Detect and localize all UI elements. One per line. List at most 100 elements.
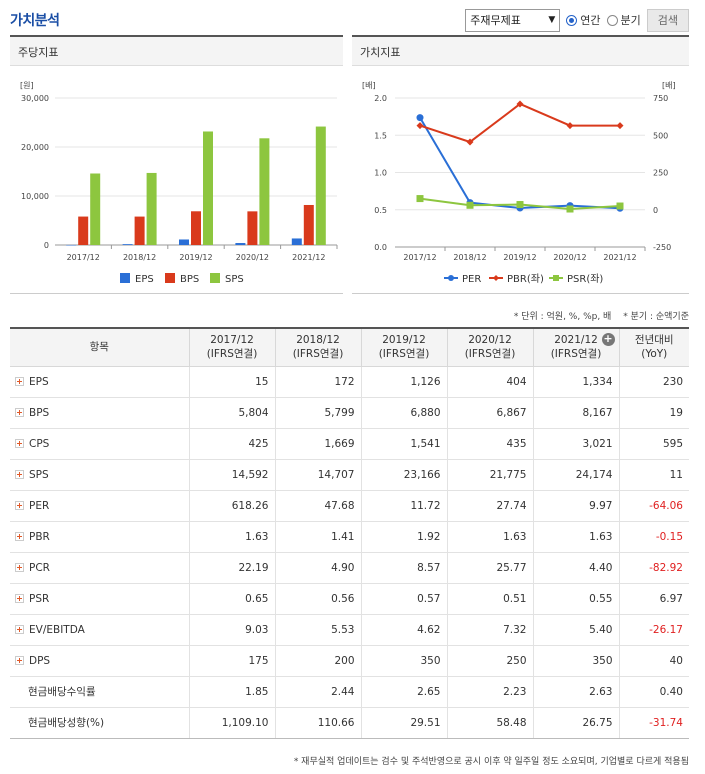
- value-cell: 425: [188, 427, 276, 460]
- header-line-2: (IFRS연결): [292, 348, 344, 361]
- bar-sps[interactable]: [259, 138, 270, 245]
- bar-bps[interactable]: [191, 211, 201, 245]
- point-psr[interactable]: [516, 201, 524, 209]
- yoy-cell: -64.06: [618, 489, 689, 522]
- value-cell: 1.63: [532, 520, 620, 553]
- row-label-cell[interactable]: PER: [10, 489, 190, 522]
- y-right-tick-label: -250: [653, 243, 671, 252]
- point-pbr[interactable]: [566, 122, 574, 130]
- legend-swatch: [165, 273, 175, 283]
- row-label-cell[interactable]: PCR: [10, 551, 190, 584]
- y-tick-label: 0: [44, 241, 49, 250]
- bar-bps[interactable]: [78, 216, 89, 245]
- row-label-cell[interactable]: BPS: [10, 396, 190, 429]
- point-per[interactable]: [416, 114, 424, 122]
- x-tick-label: 2020/12: [553, 253, 586, 262]
- value-cell: 0.65: [188, 582, 276, 615]
- bar-bps[interactable]: [247, 211, 258, 245]
- value-cell: 4.40: [532, 551, 620, 584]
- y-left-tick-label: 2.0: [374, 94, 387, 103]
- table-row: PCR 22.19 4.90 8.57 25.77 4.40 -82.92: [10, 551, 689, 584]
- row-label-cell[interactable]: PSR: [10, 582, 190, 615]
- search-button[interactable]: 검색: [646, 8, 689, 32]
- expand-plus-icon[interactable]: [15, 376, 24, 386]
- expand-plus-icon[interactable]: [15, 531, 24, 541]
- series-line: [419, 102, 620, 144]
- value-cell: 1,541: [360, 427, 448, 460]
- value-cell: 5.53: [274, 613, 362, 646]
- header-line-1: 2019/12: [382, 334, 426, 347]
- value-cell: 8.57: [360, 551, 448, 584]
- value-cell: 1,334: [532, 365, 620, 398]
- row-label-cell[interactable]: EPS: [10, 365, 190, 398]
- radio-quarter-dot[interactable]: [606, 14, 618, 26]
- bar-eps[interactable]: [122, 244, 133, 245]
- row-label-cell: 현금배당성향(%): [10, 706, 190, 739]
- point-psr[interactable]: [616, 202, 624, 210]
- expand-plus-icon[interactable]: [15, 562, 24, 572]
- add-column-icon[interactable]: +: [601, 332, 615, 346]
- bar-sps[interactable]: [203, 131, 213, 245]
- x-tick-label: 2019/12: [503, 253, 536, 262]
- expand-plus-icon[interactable]: [15, 500, 24, 510]
- valuation-table: 항목 2017/12 (IFRS연결) 2018/12 (IFRS연결) 2019/12(…: [10, 327, 689, 739]
- value-cell: 25.77: [446, 551, 534, 584]
- row-label-cell[interactable]: SPS: [10, 458, 190, 491]
- yoy-cell: 40: [618, 644, 689, 677]
- point-pbr[interactable]: [616, 122, 624, 130]
- legend-label: SPS: [225, 274, 244, 285]
- bar-eps[interactable]: [235, 243, 246, 245]
- header-line-1: 2020/12: [468, 334, 512, 347]
- x-tick-label: 2017/12: [67, 253, 100, 262]
- value-cell: 2.63: [532, 675, 620, 708]
- row-label-cell[interactable]: EV/EBITDA: [10, 613, 190, 646]
- header-line-1: 항목: [89, 341, 109, 354]
- bar-sps[interactable]: [146, 172, 157, 245]
- radio-quarter[interactable]: 분기: [606, 12, 641, 28]
- value-cell: 0.56: [274, 582, 362, 615]
- legend-label: PBR(좌): [507, 273, 544, 285]
- bar-eps[interactable]: [179, 239, 189, 245]
- point-pbr[interactable]: [516, 100, 524, 108]
- radio-annual-label: 연간: [580, 14, 601, 27]
- header-line-2: (IFRS연결): [464, 348, 516, 361]
- radio-annual-dot[interactable]: [566, 14, 578, 26]
- table-row: PER 618.26 47.68 11.72 27.74 9.97 -64.06: [10, 489, 689, 522]
- row-label-cell[interactable]: CPS: [10, 427, 190, 460]
- expand-plus-icon[interactable]: [15, 593, 24, 603]
- bar-sps[interactable]: [90, 173, 101, 245]
- expand-plus-icon[interactable]: [15, 438, 24, 448]
- bar-sps[interactable]: [315, 126, 326, 245]
- right-axis-unit: [배]: [662, 81, 676, 90]
- yoy-cell: -26.17: [618, 613, 689, 646]
- point-pbr[interactable]: [466, 138, 474, 146]
- value-cell: 350: [532, 644, 620, 677]
- row-label-cell[interactable]: PBR: [10, 520, 190, 553]
- value-cell: 1,669: [274, 427, 362, 460]
- point-pbr[interactable]: [416, 122, 424, 130]
- table-row: PSR 0.65 0.56 0.57 0.51 0.55 6.97: [10, 582, 689, 615]
- yoy-cell: 6.97: [618, 582, 689, 615]
- value-cell: 2.44: [274, 675, 362, 708]
- row-label-cell[interactable]: DPS: [10, 644, 190, 677]
- point-psr[interactable]: [466, 201, 474, 209]
- expand-plus-icon[interactable]: [15, 624, 24, 634]
- expand-plus-icon[interactable]: [15, 655, 24, 665]
- value-cell: 4.90: [274, 551, 362, 584]
- legend-swatch: [120, 273, 130, 283]
- statement-type-select[interactable]: 주재무제표 ▼: [465, 8, 561, 32]
- x-tick-label: 2018/12: [453, 253, 486, 262]
- legend-label: PER: [462, 274, 481, 285]
- bar-eps[interactable]: [66, 244, 77, 246]
- point-psr[interactable]: [416, 195, 424, 203]
- bar-bps[interactable]: [134, 216, 145, 245]
- point-psr[interactable]: [566, 205, 574, 213]
- bar-eps[interactable]: [291, 238, 302, 245]
- radio-annual[interactable]: 연간: [566, 12, 601, 28]
- expand-plus-icon[interactable]: [15, 469, 24, 479]
- bar-bps[interactable]: [303, 204, 314, 245]
- value-cell: 1.63: [446, 520, 534, 553]
- per-share-chart: [원] 30,000 20,000 10,000 0 2017/12 2018/12 2019…: [20, 81, 338, 285]
- row-label: 현금배당수익률: [28, 686, 96, 698]
- expand-plus-icon[interactable]: [15, 407, 24, 417]
